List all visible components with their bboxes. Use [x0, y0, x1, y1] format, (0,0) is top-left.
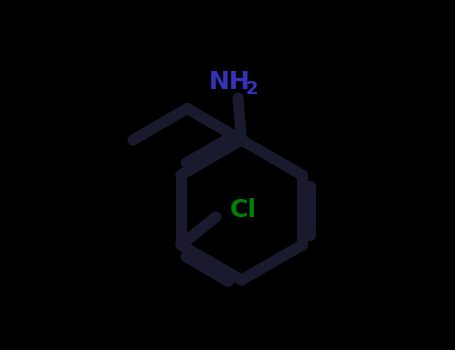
Text: NH: NH	[208, 70, 250, 94]
Text: 2: 2	[246, 80, 258, 98]
Text: Cl: Cl	[230, 198, 257, 222]
